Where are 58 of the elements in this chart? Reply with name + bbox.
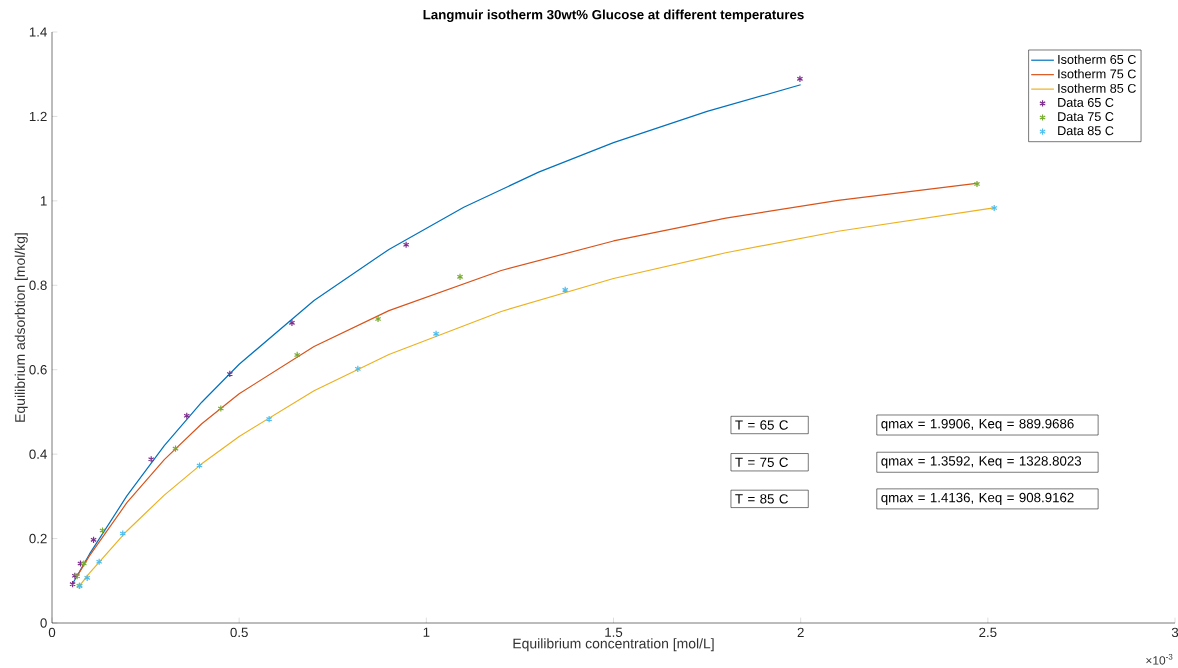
annotation: T = 65 C (735, 420, 788, 430)
y-tick-label: 1.2 (29, 111, 47, 122)
point (217, 404, 225, 413)
annotation: qmax = 1.9906, Keq = 889.9686 (881, 419, 1074, 432)
point (432, 330, 440, 338)
point (973, 180, 981, 188)
point (147, 455, 155, 463)
point (172, 444, 179, 453)
point (796, 75, 804, 83)
point (990, 204, 998, 212)
x-tick-label: 2.5 (979, 627, 997, 638)
point (265, 415, 273, 423)
y-tick-label: 0.4 (29, 449, 47, 459)
point (402, 241, 410, 249)
line-series (71, 84, 802, 585)
annotation: T = 75 C (735, 457, 788, 467)
annotation: qmax = 1.4136, Keq = 908.9162 (881, 492, 1074, 505)
y-tick-label: 0 (40, 618, 47, 628)
legend-label: Isotherm 75 C (1058, 69, 1136, 79)
text: ×10$^{-3}$ (1146, 653, 1173, 665)
point (95, 558, 103, 566)
chart-title: Langmuir isotherm 30wt% Glucose at different temperatures (423, 9, 804, 22)
point (196, 461, 203, 470)
x-tick-label: 0.5 (230, 627, 248, 638)
point (90, 536, 97, 544)
x-tick-label: 2 (797, 627, 804, 637)
annotation: qmax = 1.3592, Keq = 1328.8023 (881, 456, 1082, 469)
x-tick-label: 3 (1171, 627, 1178, 638)
y-tick-label: 1 (40, 196, 47, 206)
legend-label: Isotherm 85 C (1058, 83, 1136, 93)
x-tick-label: 1.5 (605, 627, 623, 637)
point (80, 559, 88, 568)
point (69, 580, 76, 588)
legend-label: Data 85 C (1058, 126, 1114, 136)
point (293, 351, 301, 359)
point (99, 526, 106, 535)
point (354, 365, 362, 373)
legend-label: Data 75 C (1058, 112, 1114, 122)
annotation: T = 85 C (735, 494, 788, 504)
y-tick-label: 0.6 (29, 365, 47, 375)
y-tick-label: 1.4 (29, 27, 47, 37)
x-tick-label: 0 (48, 627, 56, 638)
point (374, 315, 382, 323)
y-tick-label: 0.8 (29, 280, 47, 290)
point (288, 319, 296, 327)
point (226, 370, 234, 378)
y-axis-title: Equilibrium adsorbtion [mol/kg] (14, 233, 28, 422)
point (561, 286, 569, 294)
y-tick-label: 0.2 (29, 533, 47, 544)
point (77, 559, 84, 568)
legend-label: Data 65 C (1058, 98, 1114, 107)
point (83, 574, 91, 582)
point (183, 412, 191, 420)
legend-label: Isotherm 65 C (1058, 54, 1136, 64)
point (456, 273, 464, 281)
x-axis-title: Equilibrium concentration [mol/L] (513, 638, 714, 652)
x-tick-label: 1 (423, 627, 430, 637)
point (119, 529, 127, 538)
